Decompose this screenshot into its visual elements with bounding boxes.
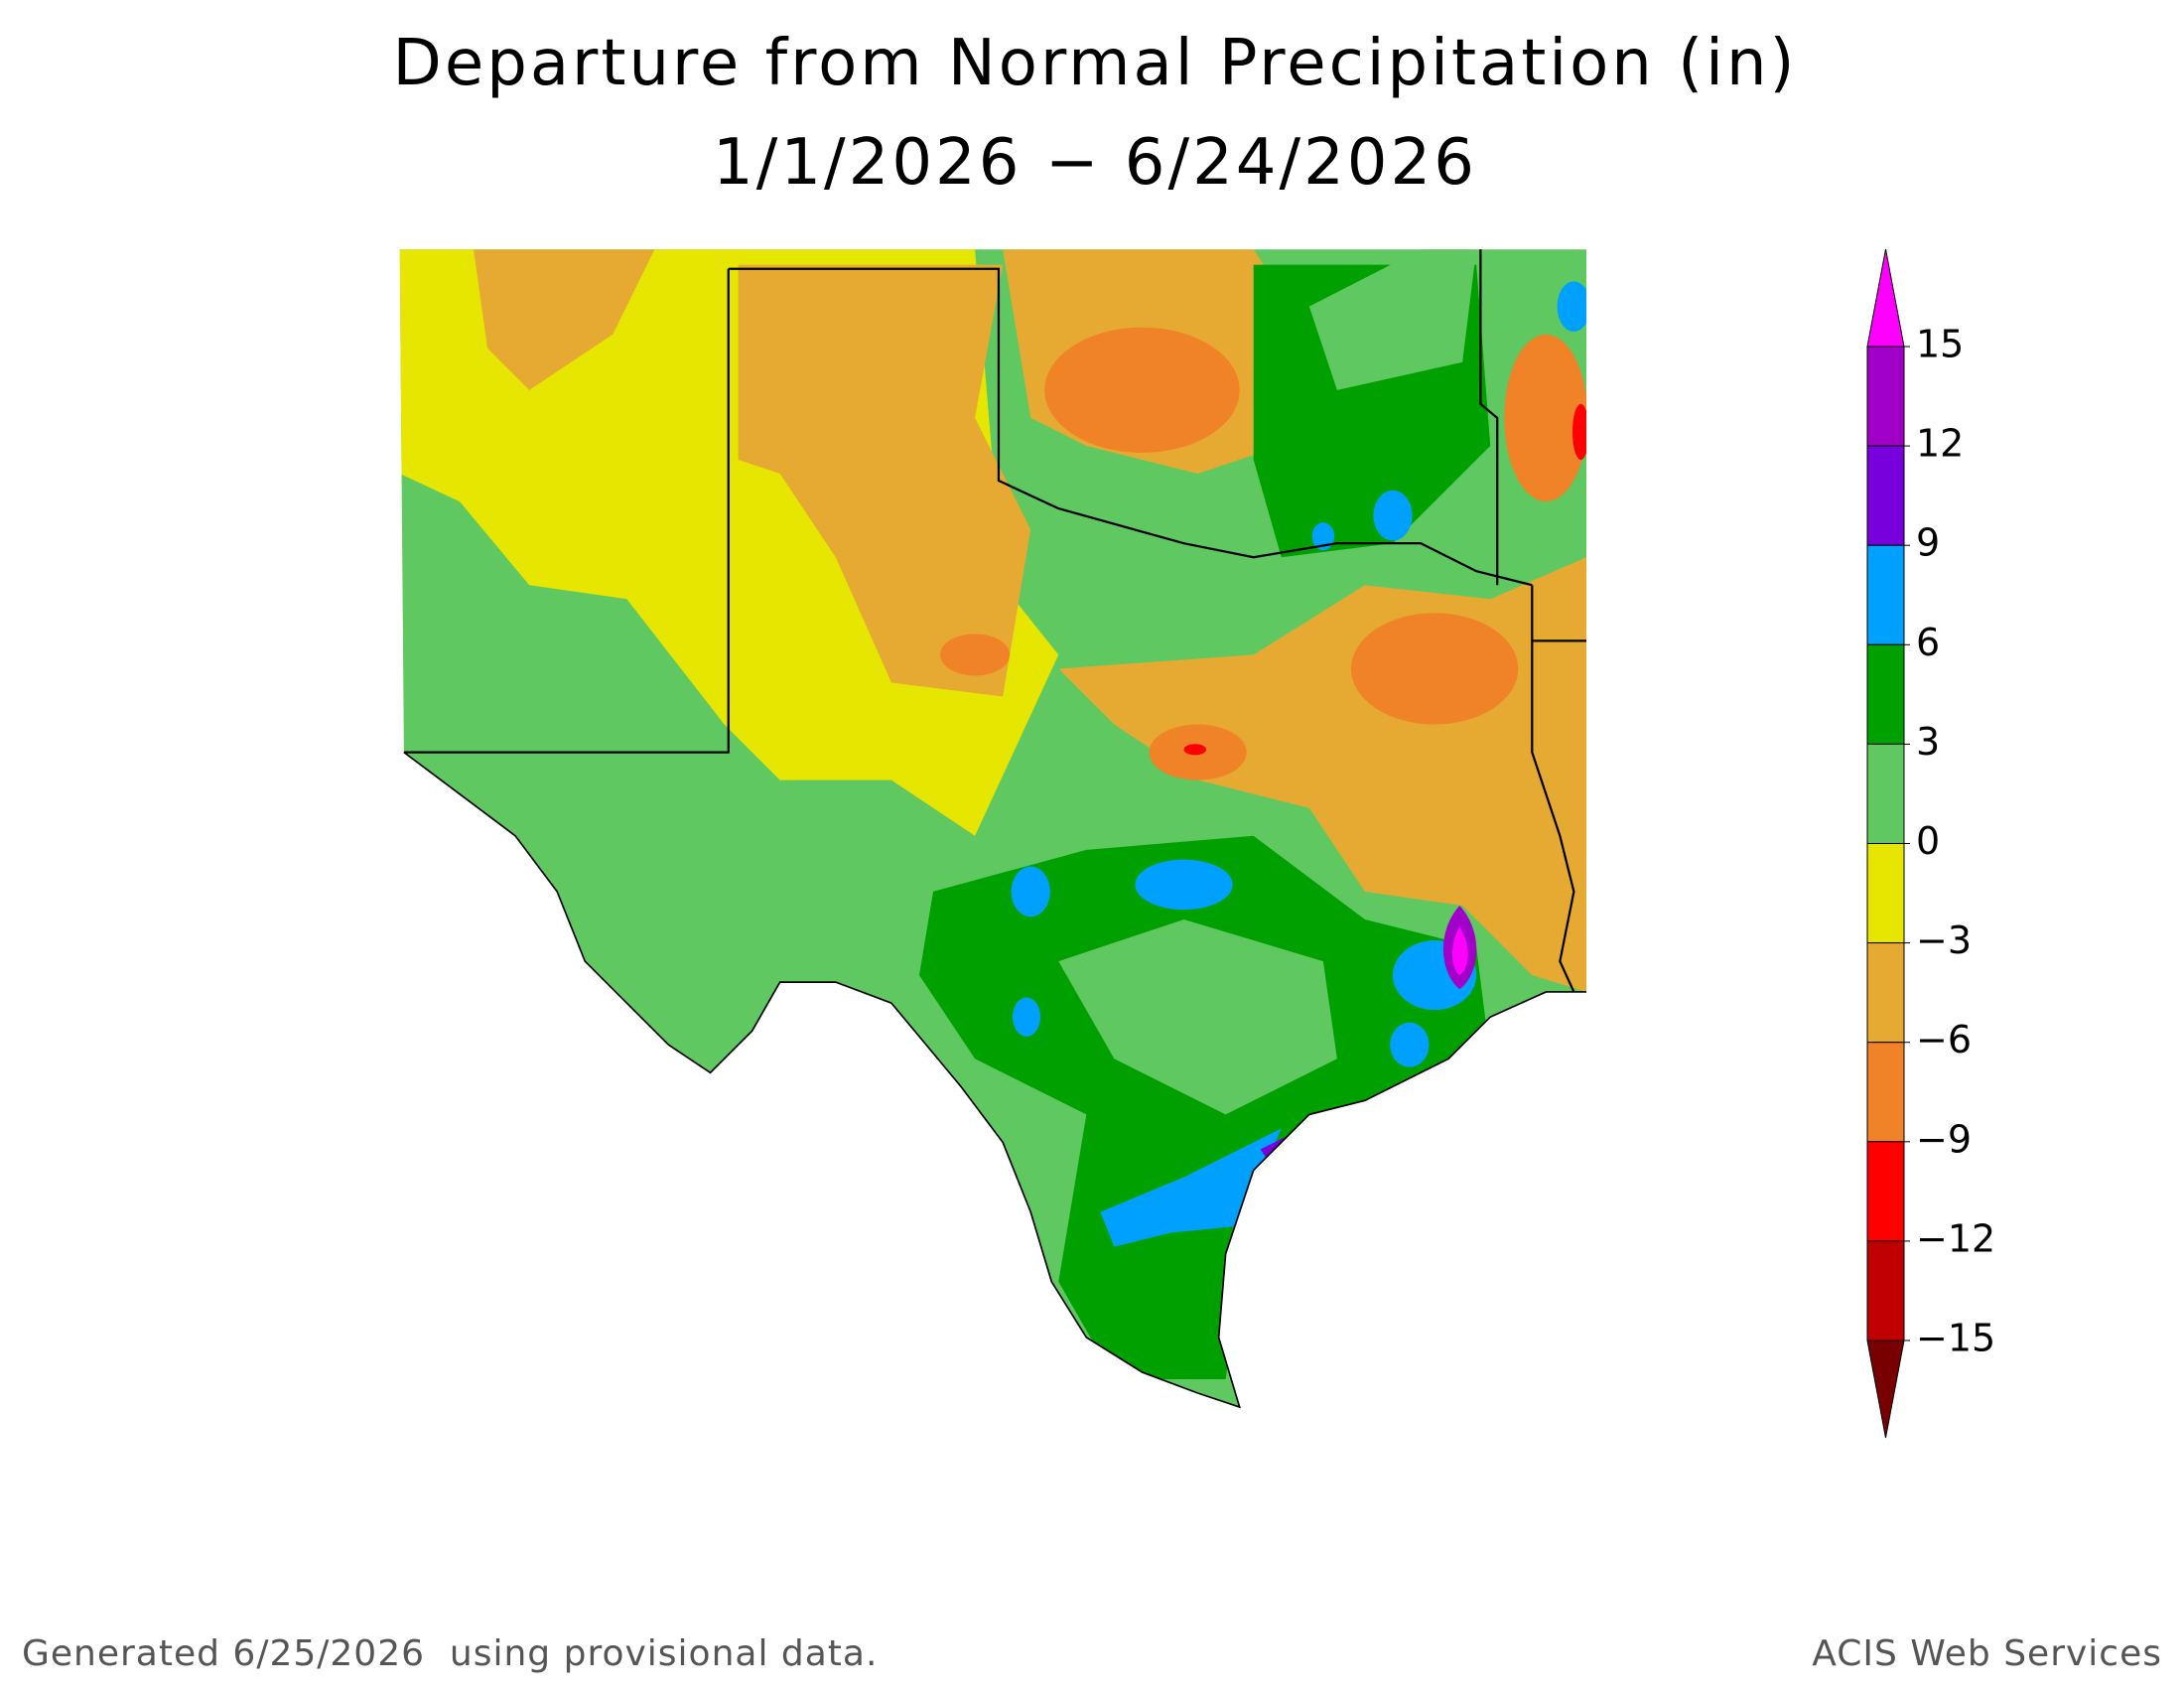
footer-left: Generated 6/25/2026 using provisional da…	[22, 1633, 878, 1674]
colorbar-top-arrow	[1866, 248, 1905, 348]
colorbar-bin	[1866, 1141, 1905, 1242]
colorbar-tick-label: −12	[1916, 1216, 1995, 1260]
subtitle: 1/1/2026 − 6/24/2026	[713, 126, 1477, 200]
colorbar-bin	[1866, 942, 1905, 1044]
colorbar-tick-label: −15	[1916, 1317, 1995, 1360]
colorbar-bin	[1866, 544, 1905, 645]
colorbar-tick-label: 15	[1916, 323, 1964, 366]
colorbar-bin	[1866, 643, 1905, 745]
colorbar-tick-label: −3	[1916, 918, 1972, 962]
colorbar-tick-label: 0	[1916, 819, 1940, 863]
colorbar-tick-label: 3	[1916, 720, 1940, 764]
colorbar-bin	[1866, 1240, 1905, 1341]
colorbar-tick-label: 6	[1916, 621, 1940, 664]
colorbar: 15 12 9 6 3 0 −3 −6 −9 −12 −15	[1866, 248, 1995, 1439]
colorbar-tick-label: 9	[1916, 521, 1940, 565]
colorbar-tick-label: −9	[1916, 1117, 1972, 1161]
colorbar-tick-label: 12	[1916, 422, 1964, 466]
title: Departure from Normal Precipitation (in)	[393, 27, 1798, 100]
colorbar-bin	[1866, 1042, 1905, 1143]
colorbar-tick-label: −6	[1916, 1018, 1972, 1061]
colorbar-bin	[1866, 445, 1905, 546]
map	[399, 249, 1587, 1409]
colorbar-bin	[1866, 843, 1905, 944]
colorbar-bottom-arrow	[1866, 1340, 1905, 1439]
colorbar-bin	[1866, 346, 1905, 447]
colorbar-bin	[1866, 743, 1905, 845]
footer-right: ACIS Web Services	[1812, 1633, 2162, 1674]
